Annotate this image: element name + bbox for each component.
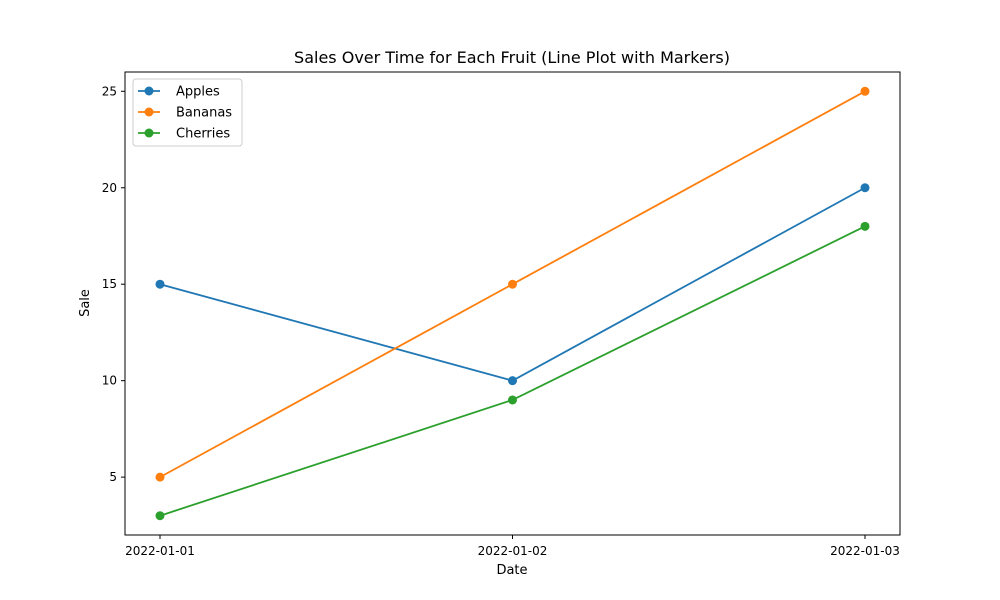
y-tick-label-15: 15: [102, 277, 117, 291]
data-point-apples-2022-01-02: [508, 376, 517, 386]
y-tick-label-5: 5: [109, 470, 117, 484]
legend-label-bananas: Bananas: [176, 106, 232, 121]
y-axis-label: Sale: [78, 289, 93, 317]
data-point-bananas-2022-01-02: [508, 279, 517, 289]
legend-marker-bananas: [144, 107, 154, 117]
data-point-bananas-2022-01-03: [860, 86, 870, 96]
x-tick-label-2022-01-02: 2022-01-02: [478, 544, 548, 558]
data-point-bananas-2022-01-01: [155, 472, 165, 482]
legend-label-cherries: Cherries: [176, 127, 230, 142]
y-tick-label-20: 20: [102, 181, 117, 195]
legend: Apples Bananas Cherries: [132, 78, 243, 147]
x-tick-label-2022-01-03: 2022-01-03: [830, 544, 900, 558]
y-axis: 5 10 15 20 25: [102, 84, 125, 484]
plot-area: [124, 71, 901, 536]
data-point-cherries-2022-01-02: [508, 395, 517, 405]
legend-marker-apples: [144, 86, 154, 96]
y-tick-label-10: 10: [102, 374, 117, 388]
chart-title: Sales Over Time for Each Fruit (Line Plo…: [294, 48, 730, 67]
x-tick-label-2022-01-01: 2022-01-01: [125, 544, 195, 558]
data-point-cherries-2022-01-03: [860, 221, 870, 231]
legend-label-apples: Apples: [176, 85, 220, 100]
data-point-apples-2022-01-01: [155, 279, 165, 289]
y-tick-label-25: 25: [102, 84, 117, 98]
series-layer: [155, 86, 870, 521]
legend-box: [132, 78, 243, 147]
x-axis-label: Date: [496, 563, 527, 578]
legend-marker-cherries: [144, 128, 154, 138]
data-point-cherries-2022-01-01: [155, 511, 165, 521]
data-point-apples-2022-01-03: [860, 183, 870, 193]
x-axis: 2022-01-01 2022-01-02 2022-01-03: [125, 535, 900, 558]
